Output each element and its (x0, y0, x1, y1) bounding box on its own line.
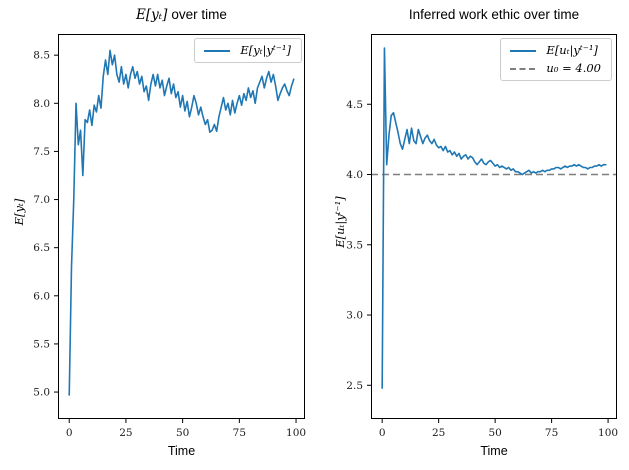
right-plot-canvas: 0 25 50 75 100 2.5 3.0 3.5 4.0 4.5 (346, 34, 618, 439)
tick-label: 4.0 (346, 169, 363, 181)
axes-spines (371, 34, 617, 419)
left-plot-title-text: over time (171, 7, 227, 22)
tick-label: 5.0 (33, 387, 50, 399)
tick-label: 8.0 (33, 98, 50, 110)
tick-label: 3.0 (346, 310, 363, 322)
left-plot-xlabel: Time (167, 444, 196, 458)
tick-label: 25 (432, 427, 445, 439)
tick-label: 25 (119, 427, 132, 439)
tick-label: 100 (598, 427, 618, 439)
tick-label: 4.5 (346, 99, 363, 111)
tick-label: 6.5 (33, 242, 50, 254)
tick-label: 100 (286, 427, 306, 439)
tick-label: 5.5 (33, 338, 50, 350)
right-plot-title: Inferred work ethic over time (371, 7, 617, 22)
tick-label: 0 (66, 427, 73, 439)
data-line (381, 47, 607, 389)
right-plot-title-text: Inferred work ethic over time (408, 7, 580, 22)
left-plot-ylabel: E[yₜ] (12, 198, 26, 226)
tick-label: 75 (545, 427, 558, 439)
tick-label: 7.0 (33, 194, 50, 206)
tick-label: 75 (233, 427, 246, 439)
tick-label: 2.5 (346, 380, 363, 392)
tick-label: 50 (176, 427, 189, 439)
left-plot-title: E[yₜ] over time (58, 7, 305, 23)
right-plot-xlabel: Time (480, 444, 508, 458)
tick-label: 0 (379, 427, 386, 439)
tick-label: 6.0 (33, 290, 50, 302)
data-line (68, 49, 295, 396)
tick-label: 8.5 (33, 50, 50, 62)
left-plot-title-math: E[yₜ] (136, 7, 168, 23)
axes-spines (58, 34, 305, 419)
right-plot-ylabel: E[uₜ|yᵗ⁻¹] (333, 196, 347, 248)
tick-label: 3.5 (346, 239, 363, 251)
tick-label: 7.5 (33, 146, 50, 158)
tick-label: 50 (488, 427, 501, 439)
left-plot-canvas: 0 25 50 75 100 5.0 5.5 6.0 6.5 7.0 7.5 8.0 8.5 (33, 34, 306, 439)
